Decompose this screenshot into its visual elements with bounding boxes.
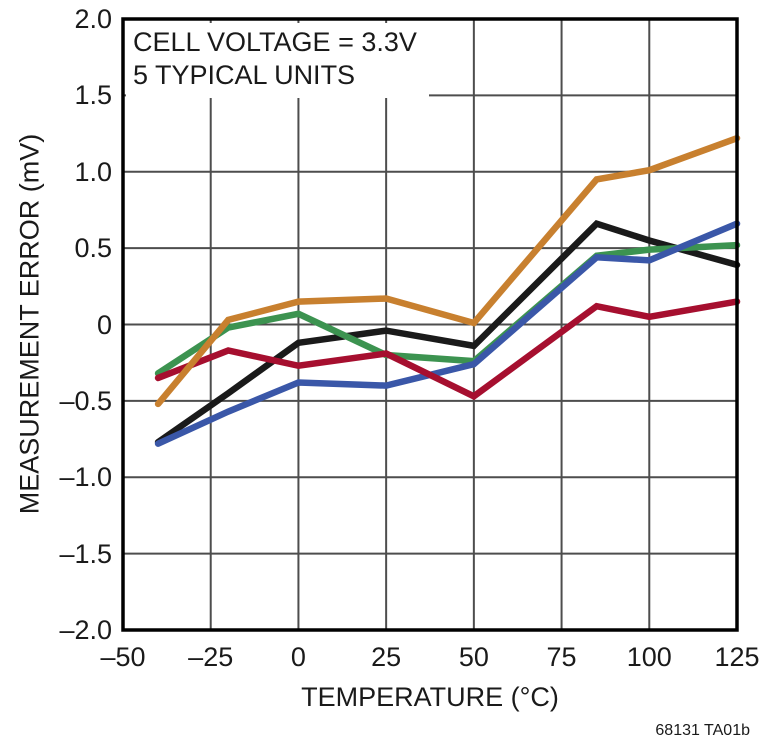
chart-annotation: CELL VOLTAGE = 3.3V 5 TYPICAL UNITS xyxy=(126,23,429,98)
series-line-unit-2-green xyxy=(154,241,741,377)
x-tick-label: 50 xyxy=(458,642,489,672)
series-line-unit-5-orange xyxy=(154,134,741,408)
y-tick-label: –1.5 xyxy=(59,538,112,569)
x-tick-label: 0 xyxy=(290,642,306,672)
x-tick-label: 100 xyxy=(626,642,672,672)
y-tick-label: 0.5 xyxy=(74,233,112,264)
y-tick-label: 1.0 xyxy=(74,156,112,187)
y-tick-label: –2.0 xyxy=(59,615,112,645)
x-tick-label: 125 xyxy=(714,642,760,672)
x-tick-label: –25 xyxy=(188,642,234,672)
annotation-line-1: CELL VOLTAGE = 3.3V xyxy=(133,27,417,57)
x-axis-title: TEMPERATURE (°C) xyxy=(301,682,559,712)
plot-border xyxy=(121,17,739,632)
annotation-line-2: 5 TYPICAL UNITS xyxy=(133,60,356,90)
series-line-unit-4-red xyxy=(154,298,741,401)
y-axis-title: MEASUREMENT ERROR (mV) xyxy=(14,133,45,515)
y-tick-label: 0 xyxy=(96,309,112,340)
series-line-unit-1-black xyxy=(154,219,741,446)
x-tick-label: 75 xyxy=(546,642,577,672)
y-tick-label: 1.5 xyxy=(74,80,112,111)
y-tick-label: –1.0 xyxy=(59,462,112,493)
figure-code: 68131 TA01b xyxy=(655,722,750,739)
y-tick-label: 2.0 xyxy=(74,4,112,34)
x-tick-label: 25 xyxy=(371,642,402,672)
y-tick-label: –0.5 xyxy=(59,385,112,416)
x-tick-label: –50 xyxy=(100,642,146,672)
